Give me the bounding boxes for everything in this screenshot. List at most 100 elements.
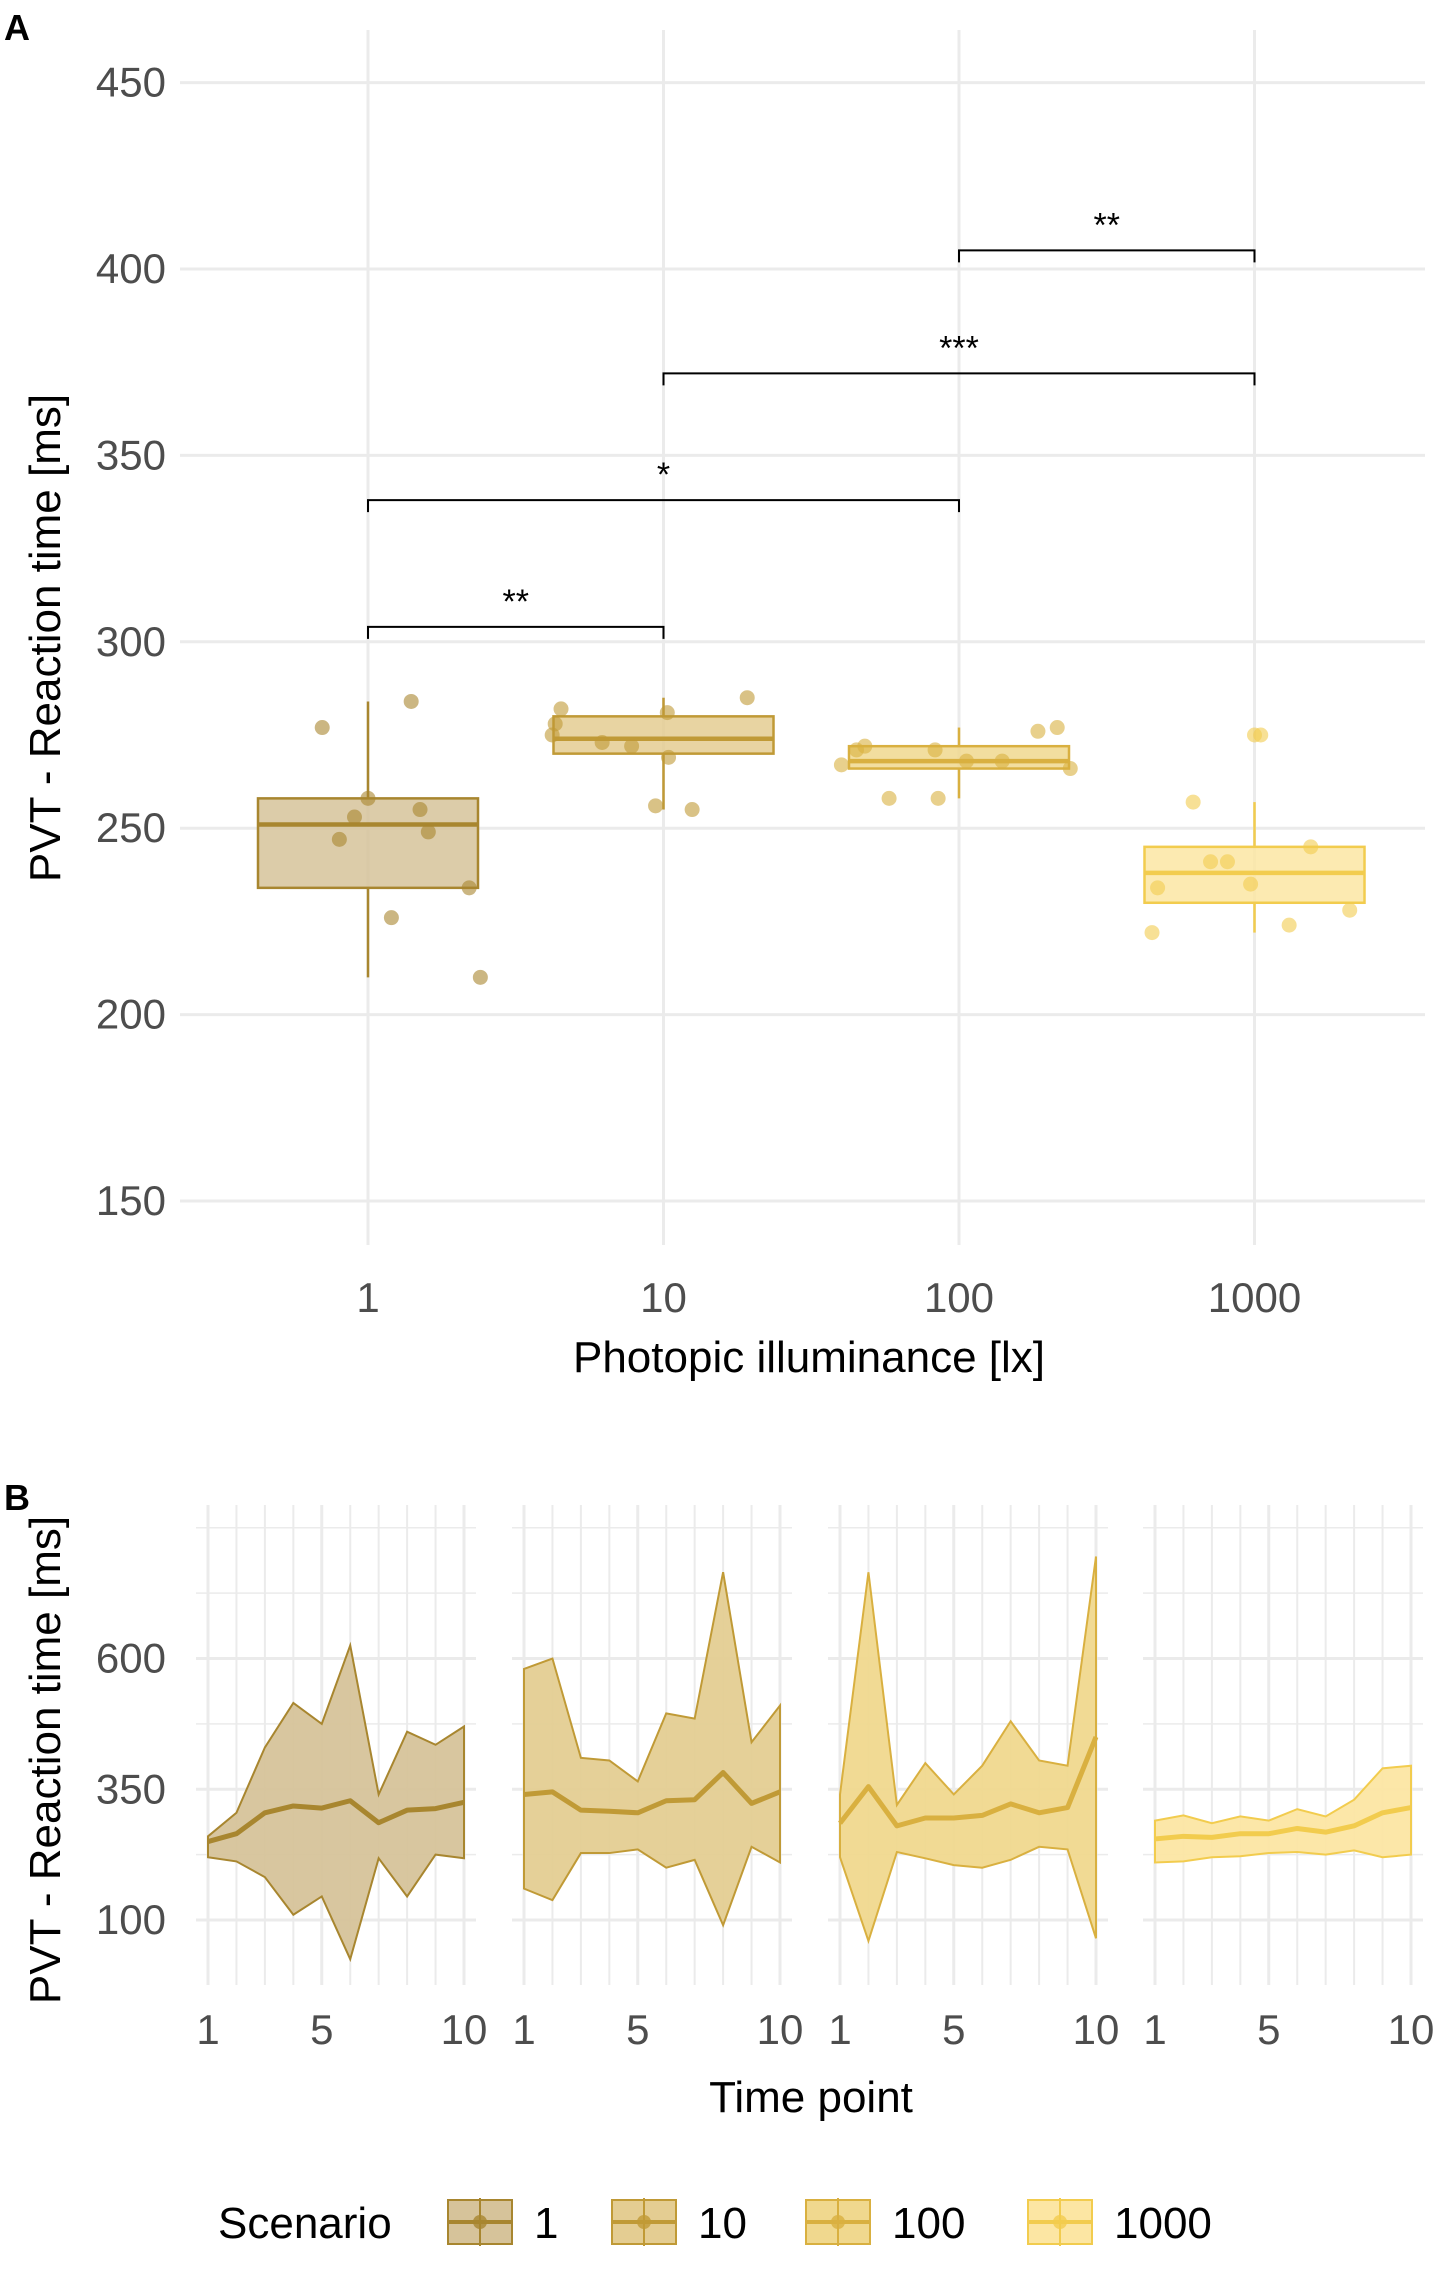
panel-a-y-ticks: 150 200 250 300 350 400 450: [96, 59, 166, 1224]
panel-a-x-tick-label: 1: [356, 1274, 379, 1321]
panel-b-x-tick-label: 1: [1143, 2006, 1166, 2053]
data-point: [1185, 794, 1201, 810]
panel-b-x-tick-label: 10: [1388, 2006, 1435, 2053]
panel-b-x-tick-label: 5: [310, 2006, 333, 2053]
mean-line-scenario-1000: [1154, 1805, 1412, 1842]
panel-b-x-tick-label: 10: [441, 2006, 488, 2053]
panel-a-y-tick-label: 150: [96, 1177, 166, 1224]
panel-b-x-tick-label: 5: [1257, 2006, 1280, 2053]
panel-a-grid: [180, 30, 1425, 1245]
panel-a-boxes: [256, 697, 1366, 978]
panel-a-y-tick-label: 400: [96, 245, 166, 292]
facet-scenario-10: 1 5 10: [512, 1505, 803, 2053]
panel-a-x-tick-label: 100: [924, 1274, 994, 1321]
panel-a-y-tick-label: 350: [96, 431, 166, 478]
data-point: [994, 753, 1010, 769]
data-point: [403, 693, 419, 709]
legend-entry-10: 10: [611, 2198, 747, 2248]
panel-a-points: [314, 690, 1358, 985]
panel-a-y-tick-label: 450: [96, 59, 166, 106]
legend-entry-label: 1: [534, 2199, 558, 2248]
data-point: [383, 910, 399, 926]
data-point: [1243, 876, 1259, 892]
data-point: [661, 749, 677, 765]
box-scenario-10: [552, 715, 775, 755]
significance-label: ***: [939, 329, 979, 367]
data-point: [1253, 727, 1269, 743]
legend-entry-100: 100: [805, 2198, 965, 2248]
data-point: [881, 790, 897, 806]
significance-bracket: [367, 499, 960, 513]
significance-label: **: [503, 583, 529, 621]
legend-key-point: [831, 2215, 845, 2229]
panel-b-x-tick-label: 5: [626, 2006, 649, 2053]
data-point: [1219, 854, 1235, 870]
significance-label: **: [1094, 206, 1120, 244]
mean-line-scenario-10: [523, 1770, 781, 1816]
data-point: [1281, 917, 1297, 933]
significance-bracket: [367, 625, 665, 639]
data-point: [1342, 902, 1358, 918]
data-point: [594, 734, 610, 750]
legend-entry-label: 10: [698, 2199, 747, 2248]
panel-b-y-tick-label: 600: [96, 1635, 166, 1682]
facet-scenario-1: 1 5 10: [196, 1505, 487, 2053]
legend-entry-label: 100: [892, 2199, 965, 2248]
legend-key-point: [473, 2215, 487, 2229]
panel-b-letter: B: [4, 1477, 30, 1518]
data-point: [1030, 723, 1046, 739]
data-point: [314, 720, 330, 736]
panel-a-x-ticks: 1 10 100 1000: [356, 1274, 1301, 1321]
panel-b-y-tick-label: 350: [96, 1765, 166, 1812]
box-scenario-100: [847, 744, 1071, 770]
panel-b-facets: 1 5 10 1 5 10 1 5 10 1 5 10: [196, 1505, 1434, 2053]
legend-title: Scenario: [218, 2199, 392, 2248]
facet-scenario-1000: 1 5 10: [1143, 1505, 1434, 2053]
panel-b-x-tick-label: 10: [757, 2006, 804, 2053]
data-point: [1150, 880, 1166, 896]
panel-a-letter: A: [4, 7, 30, 48]
data-point: [553, 701, 569, 717]
significance-bracket: [958, 249, 1256, 263]
ribbon-scenario-1000: [1154, 1764, 1412, 1864]
panel-b-x-tick-label: 1: [196, 2006, 219, 2053]
data-point: [930, 790, 946, 806]
mean-line-scenario-100: [838, 1736, 1099, 1829]
legend-entry-1: 1: [447, 2198, 558, 2248]
panel-b-x-tick-label: 1: [828, 2006, 851, 2053]
panel-a-x-tick-label: 1000: [1208, 1274, 1301, 1321]
panel-a-significance: ********: [367, 206, 1256, 639]
panel-a-y-tick-label: 250: [96, 804, 166, 851]
data-point: [331, 831, 347, 847]
panel-a-x-tick-label: 10: [640, 1274, 687, 1321]
panel-b-x-tick-label: 10: [1073, 2006, 1120, 2053]
panel-a-y-axis-label: PVT - Reaction time [ms]: [21, 394, 70, 882]
panel-b-x-axis-label: Time point: [709, 2073, 913, 2122]
data-point: [833, 757, 849, 773]
ribbon-scenario-10: [523, 1572, 781, 1928]
legend-key-point: [1053, 2215, 1067, 2229]
data-point: [412, 802, 428, 818]
data-point: [1049, 720, 1065, 736]
legend-entry-1000: 1000: [1027, 2198, 1212, 2248]
panel-b-y-tick-label: 100: [96, 1896, 166, 1943]
ribbon-scenario-100: [839, 1556, 1097, 1945]
data-point: [461, 880, 477, 896]
data-point: [659, 705, 675, 721]
panel-a-x-axis-label: Photopic illuminance [lx]: [573, 1333, 1045, 1382]
data-point: [360, 790, 376, 806]
data-point: [472, 969, 488, 985]
data-point: [346, 809, 362, 825]
data-point: [1062, 761, 1078, 777]
data-point: [1203, 854, 1219, 870]
box-scenario-1: [256, 797, 480, 890]
legend-entry-label: 1000: [1114, 2199, 1212, 2248]
panel-b-x-tick-label: 5: [942, 2006, 965, 2053]
significance-label: *: [657, 456, 670, 494]
data-point: [648, 798, 664, 814]
legend-entries: 1 10 100 1000: [447, 2198, 1212, 2248]
legend-key-point: [637, 2215, 651, 2229]
data-point: [927, 742, 943, 758]
panel-b-x-tick-label: 1: [512, 2006, 535, 2053]
